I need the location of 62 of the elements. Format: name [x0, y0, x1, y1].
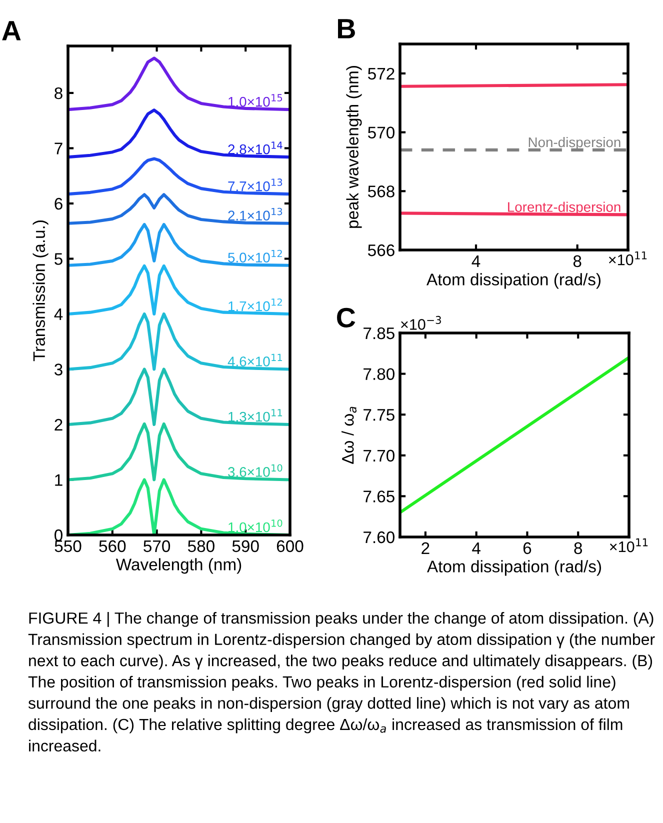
series-label: 5.0×10$^{12}$: [228, 250, 282, 263]
line-series: [68, 108, 290, 159]
y-tick-label: 4: [54, 308, 63, 320]
line-series: [68, 264, 290, 316]
y-tick-label: 5: [54, 253, 62, 265]
x-tick-label: 4: [472, 542, 480, 554]
series-label: 2.1×10$^{13}$: [228, 208, 282, 221]
series-label: Non-dispersion: [528, 136, 620, 150]
series-label: 1.3×10$^{11}$: [228, 409, 282, 422]
y-tick-label: 8: [54, 87, 62, 100]
line-series: [68, 56, 290, 112]
series-label: 3.6×10$^{10}$: [228, 464, 282, 477]
x-tick-label: 8: [574, 542, 582, 554]
y-tick-label: 7.65: [364, 490, 394, 502]
y-tick-label: 7.60: [364, 531, 394, 544]
y-axis-title: Δω / ω$_{a}$: [342, 406, 356, 464]
text: ×10$^{11}$: [610, 538, 648, 552]
line-series: [68, 368, 290, 426]
y-tick-label: 570: [368, 126, 394, 138]
line-series: [68, 312, 290, 371]
y-tick-label: 6: [54, 198, 62, 210]
chart-title: C: [337, 308, 356, 328]
chart-title: B: [338, 19, 355, 38]
x-tick-label: 550: [54, 540, 82, 552]
y-tick-label: 7.80: [364, 368, 394, 380]
y-tick-label: 566: [368, 244, 394, 256]
line-series: [68, 157, 290, 196]
line-series: [68, 422, 290, 482]
y-tick-label: 7.75: [364, 409, 394, 421]
text: ×10$^{−3}$: [401, 316, 441, 330]
x-axis-title: Wavelength (nm): [116, 558, 242, 574]
y-tick-label: 1: [55, 474, 62, 486]
x-tick-label: 600: [276, 540, 304, 552]
line-series: [68, 193, 290, 225]
series-label: 4.6×10$^{11}$: [228, 354, 282, 366]
series-label: 1.0×10$^{10}$: [228, 519, 282, 532]
series-label: 1.0×10$^{15}$: [228, 94, 282, 107]
y-tick-label: 572: [368, 68, 394, 80]
y-axis-title: peak wavelength (nm): [346, 66, 362, 228]
x-tick-label: 6: [523, 542, 532, 554]
text: FIGURE 4 | The change of transmission peaks under the change of atom dissipation. (A) Transmission spectrum in Lorentz-dispersion changed by atom dissipation γ (the number next to each curve). As γ increased, the two peaks reduce and ultimately disappears. (B) The position of transmission peaks. Two peaks in Lorentz-dispersion (red solid line) surround the one peaks in non-dispersion (gray dotted line) which is not vary as atom dissipation. (C) The relative splitting degree Δω/ω$_{a}$ increased as transmission of film increased.: [28, 612, 655, 752]
series-label: 7.7×10$^{13}$: [228, 178, 282, 192]
y-tick-label: 2: [54, 418, 62, 431]
text: ×10$^{11}$: [608, 251, 647, 266]
series-label: 1.7×10$^{12}$: [228, 298, 282, 312]
x-axis-title: Atom dissipation (rad/s): [427, 560, 602, 576]
y-tick-label: 568: [368, 186, 394, 198]
series-label: 2.8×10$^{14}$: [228, 142, 282, 154]
chart-title: A: [2, 21, 21, 40]
y-tick-label: 7: [54, 142, 62, 154]
y-tick-label: 7.70: [364, 450, 394, 462]
series-label: Lorentz-dispersion: [508, 202, 620, 215]
x-axis-title: Atom dissipation (rad/s): [426, 273, 601, 289]
x-tick-label: 570: [144, 540, 170, 552]
x-tick-label: 590: [232, 540, 259, 552]
y-tick-label: 3: [54, 364, 62, 376]
x-tick-label: 560: [99, 540, 126, 552]
y-axis-title: Transmission (a.u.): [32, 220, 48, 362]
line-series: [68, 222, 290, 267]
y-tick-label: 7.85: [364, 327, 394, 340]
x-tick-label: 580: [188, 540, 214, 552]
x-tick-label: 2: [422, 542, 430, 554]
